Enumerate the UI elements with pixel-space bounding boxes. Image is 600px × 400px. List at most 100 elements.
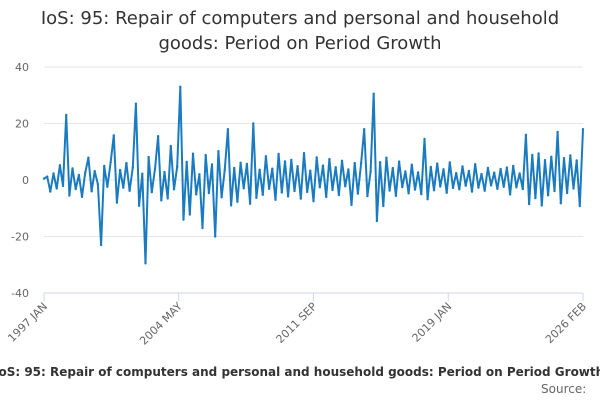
- data-point: [496, 187, 499, 190]
- data-point: [556, 130, 559, 134]
- data-point: [464, 184, 467, 187]
- data-point: [581, 128, 585, 131]
- data-point: [461, 165, 464, 168]
- data-point: [115, 201, 119, 204]
- data-point: [553, 189, 556, 193]
- data-point: [267, 187, 271, 190]
- data-point: [179, 85, 182, 89]
- data-point: [397, 160, 401, 163]
- data-point: [236, 200, 239, 203]
- data-point: [391, 166, 394, 170]
- data-point: [470, 190, 474, 193]
- data-point: [258, 168, 261, 171]
- data-point: [223, 169, 226, 172]
- data-point: [274, 198, 277, 201]
- data-point: [477, 186, 480, 189]
- data-point: [87, 156, 90, 159]
- data-point: [340, 159, 344, 162]
- data-point: [489, 184, 493, 187]
- data-point: [210, 163, 214, 166]
- data-point: [42, 177, 46, 180]
- data-point: [521, 187, 524, 191]
- data-point: [448, 161, 451, 164]
- data-point: [524, 133, 528, 136]
- data-point: [302, 152, 306, 155]
- data-point: [61, 184, 65, 188]
- data-point: [394, 194, 398, 197]
- data-point: [543, 159, 547, 162]
- data-point: [502, 185, 505, 188]
- data-point: [353, 161, 356, 165]
- data-point: [160, 199, 163, 202]
- data-point: [255, 196, 258, 199]
- chart-caption: IoS: 95: Repair of computers and persona…: [0, 365, 600, 379]
- data-point: [112, 134, 116, 137]
- data-point: [572, 187, 575, 190]
- source-label: Source:: [541, 382, 587, 396]
- data-point: [420, 192, 423, 196]
- data-point: [325, 195, 328, 199]
- data-point: [318, 186, 321, 189]
- data-point: [483, 189, 486, 192]
- chart-title-line-1: IoS: 95: Repair of computers and persona…: [40, 8, 560, 29]
- data-point: [296, 165, 299, 168]
- data-point: [347, 168, 350, 171]
- data-point: [80, 195, 84, 199]
- data-point: [163, 170, 166, 174]
- data-point: [147, 155, 150, 159]
- data-point: [137, 204, 141, 207]
- data-point: [328, 157, 331, 161]
- data-point: [378, 161, 382, 164]
- data-point: [486, 166, 490, 170]
- data-point: [337, 193, 341, 197]
- data-point: [286, 195, 290, 198]
- data-point: [578, 204, 581, 208]
- data-point: [176, 165, 179, 168]
- data-point: [106, 185, 109, 188]
- data-point: [559, 202, 562, 205]
- data-point: [141, 172, 144, 175]
- y-tick-label: -40: [11, 287, 29, 300]
- data-point: [432, 189, 436, 192]
- data-point: [458, 188, 461, 191]
- data-point: [71, 167, 74, 170]
- data-point: [334, 166, 337, 169]
- data-point: [401, 185, 404, 189]
- x-axis: 1997 JAN 2004 MAY 2011 SEP 2019 JAN 2026 FEB: [5, 292, 589, 348]
- x-tick-label: 1997 JAN: [5, 300, 50, 345]
- data-point: [537, 152, 540, 155]
- data-point: [508, 193, 512, 196]
- data-point: [442, 168, 445, 171]
- data-point: [128, 189, 131, 192]
- data-point: [248, 202, 252, 205]
- data-point: [385, 156, 388, 159]
- data-point: [499, 167, 502, 171]
- data-point: [55, 187, 58, 190]
- data-point: [118, 168, 122, 172]
- x-tick-label: 2011 SEP: [274, 300, 320, 346]
- data-point: [388, 189, 391, 192]
- data-point: [290, 158, 293, 162]
- data-point: [217, 150, 220, 153]
- data-point: [49, 190, 52, 193]
- data-point: [198, 173, 201, 176]
- data-point: [109, 161, 112, 164]
- data-point: [451, 186, 455, 190]
- data-point: [369, 170, 372, 173]
- data-point: [93, 170, 96, 173]
- chart-title-line-2: goods: Period on Period Growth: [158, 33, 442, 54]
- data-point: [518, 172, 521, 175]
- data-point: [569, 154, 572, 157]
- data-point: [134, 102, 138, 105]
- data-point: [90, 190, 93, 193]
- data-point: [252, 122, 255, 125]
- data-point: [505, 166, 509, 169]
- data-point: [356, 192, 360, 195]
- data-point: [226, 128, 230, 131]
- data-point: [220, 196, 223, 199]
- data-point: [372, 92, 375, 96]
- data-point: [436, 162, 439, 165]
- data-point: [84, 171, 87, 175]
- data-point: [562, 157, 566, 160]
